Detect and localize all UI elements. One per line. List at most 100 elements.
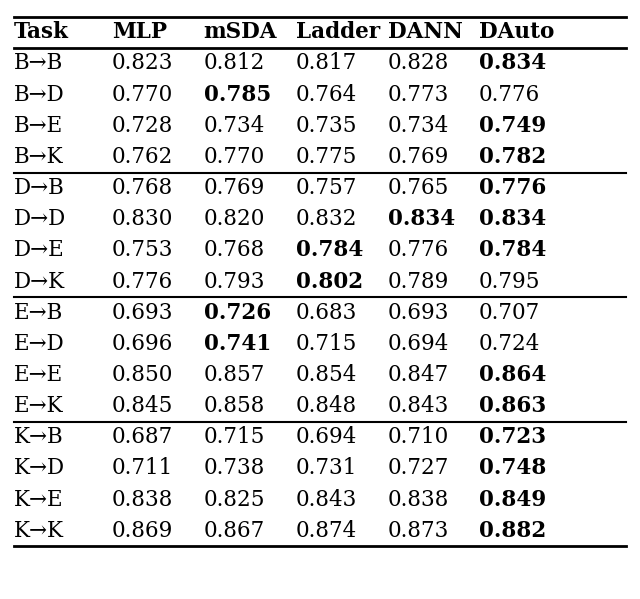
Text: B→K: B→K <box>14 146 64 168</box>
Text: D→E: D→E <box>14 240 65 261</box>
Text: 0.773: 0.773 <box>388 84 449 105</box>
Text: 0.715: 0.715 <box>296 333 357 355</box>
Text: 0.735: 0.735 <box>296 115 357 137</box>
Text: 0.832: 0.832 <box>296 208 357 230</box>
Text: 0.727: 0.727 <box>388 458 449 479</box>
Text: 0.817: 0.817 <box>296 53 357 74</box>
Text: D→D: D→D <box>14 208 67 230</box>
Text: 0.731: 0.731 <box>296 458 357 479</box>
Text: Task: Task <box>14 22 69 43</box>
Text: 0.715: 0.715 <box>204 426 265 448</box>
Text: 0.768: 0.768 <box>112 177 173 199</box>
Text: MLP: MLP <box>112 22 167 43</box>
Text: 0.711: 0.711 <box>112 458 173 479</box>
Text: 0.769: 0.769 <box>204 177 265 199</box>
Text: 0.776: 0.776 <box>479 84 540 105</box>
Text: 0.802: 0.802 <box>296 271 363 292</box>
Text: 0.775: 0.775 <box>296 146 357 168</box>
Text: E→B: E→B <box>14 302 63 323</box>
Text: 0.784: 0.784 <box>296 240 363 261</box>
Text: DAuto: DAuto <box>479 22 554 43</box>
Text: 0.823: 0.823 <box>112 53 173 74</box>
Text: 0.793: 0.793 <box>204 271 265 292</box>
Text: 0.812: 0.812 <box>204 53 265 74</box>
Text: 0.741: 0.741 <box>204 333 271 355</box>
Text: 0.728: 0.728 <box>112 115 173 137</box>
Text: E→E: E→E <box>14 364 63 386</box>
Text: 0.830: 0.830 <box>112 208 173 230</box>
Text: 0.849: 0.849 <box>479 489 546 510</box>
Text: 0.845: 0.845 <box>112 395 173 417</box>
Text: 0.828: 0.828 <box>388 53 449 74</box>
Text: D→K: D→K <box>14 271 65 292</box>
Text: DANN: DANN <box>388 22 463 43</box>
Text: 0.838: 0.838 <box>388 489 449 510</box>
Text: 0.753: 0.753 <box>112 240 173 261</box>
Text: 0.693: 0.693 <box>112 302 173 323</box>
Text: E→D: E→D <box>14 333 65 355</box>
Text: 0.707: 0.707 <box>479 302 540 323</box>
Text: 0.857: 0.857 <box>204 364 265 386</box>
Text: B→D: B→D <box>14 84 65 105</box>
Text: 0.765: 0.765 <box>388 177 449 199</box>
Text: 0.683: 0.683 <box>296 302 357 323</box>
Text: E→K: E→K <box>14 395 64 417</box>
Text: 0.864: 0.864 <box>479 364 546 386</box>
Text: 0.848: 0.848 <box>296 395 357 417</box>
Text: 0.854: 0.854 <box>296 364 357 386</box>
Text: K→D: K→D <box>14 458 65 479</box>
Text: B→E: B→E <box>14 115 63 137</box>
Text: 0.834: 0.834 <box>388 208 455 230</box>
Text: K→B: K→B <box>14 426 64 448</box>
Text: 0.687: 0.687 <box>112 426 173 448</box>
Text: 0.734: 0.734 <box>388 115 449 137</box>
Text: 0.834: 0.834 <box>479 208 546 230</box>
Text: 0.789: 0.789 <box>388 271 449 292</box>
Text: 0.838: 0.838 <box>112 489 173 510</box>
Text: K→E: K→E <box>14 489 64 510</box>
Text: 0.867: 0.867 <box>204 520 265 541</box>
Text: 0.770: 0.770 <box>204 146 265 168</box>
Text: 0.710: 0.710 <box>388 426 449 448</box>
Text: 0.843: 0.843 <box>388 395 449 417</box>
Text: 0.820: 0.820 <box>204 208 265 230</box>
Text: 0.858: 0.858 <box>204 395 265 417</box>
Text: 0.874: 0.874 <box>296 520 357 541</box>
Text: 0.882: 0.882 <box>479 520 546 541</box>
Text: 0.785: 0.785 <box>204 84 271 105</box>
Text: 0.693: 0.693 <box>388 302 449 323</box>
Text: 0.869: 0.869 <box>112 520 173 541</box>
Text: 0.748: 0.748 <box>479 458 546 479</box>
Text: 0.770: 0.770 <box>112 84 173 105</box>
Text: 0.834: 0.834 <box>479 53 546 74</box>
Text: 0.825: 0.825 <box>204 489 265 510</box>
Text: 0.769: 0.769 <box>388 146 449 168</box>
Text: mSDA: mSDA <box>204 22 277 43</box>
Text: 0.873: 0.873 <box>388 520 449 541</box>
Text: 0.764: 0.764 <box>296 84 357 105</box>
Text: 0.776: 0.776 <box>388 240 449 261</box>
Text: 0.757: 0.757 <box>296 177 357 199</box>
Text: 0.738: 0.738 <box>204 458 265 479</box>
Text: 0.843: 0.843 <box>296 489 357 510</box>
Text: 0.749: 0.749 <box>479 115 546 137</box>
Text: 0.768: 0.768 <box>204 240 265 261</box>
Text: 0.726: 0.726 <box>204 302 271 323</box>
Text: 0.694: 0.694 <box>388 333 449 355</box>
Text: Ladder: Ladder <box>296 22 380 43</box>
Text: D→B: D→B <box>14 177 65 199</box>
Text: 0.795: 0.795 <box>479 271 540 292</box>
Text: B→B: B→B <box>14 53 63 74</box>
Text: 0.850: 0.850 <box>112 364 173 386</box>
Text: 0.723: 0.723 <box>479 426 546 448</box>
Text: 0.863: 0.863 <box>479 395 546 417</box>
Text: 0.724: 0.724 <box>479 333 540 355</box>
Text: K→K: K→K <box>14 520 64 541</box>
Text: 0.696: 0.696 <box>112 333 173 355</box>
Text: 0.847: 0.847 <box>388 364 449 386</box>
Text: 0.776: 0.776 <box>479 177 546 199</box>
Text: 0.784: 0.784 <box>479 240 546 261</box>
Text: 0.776: 0.776 <box>112 271 173 292</box>
Text: 0.694: 0.694 <box>296 426 357 448</box>
Text: 0.734: 0.734 <box>204 115 265 137</box>
